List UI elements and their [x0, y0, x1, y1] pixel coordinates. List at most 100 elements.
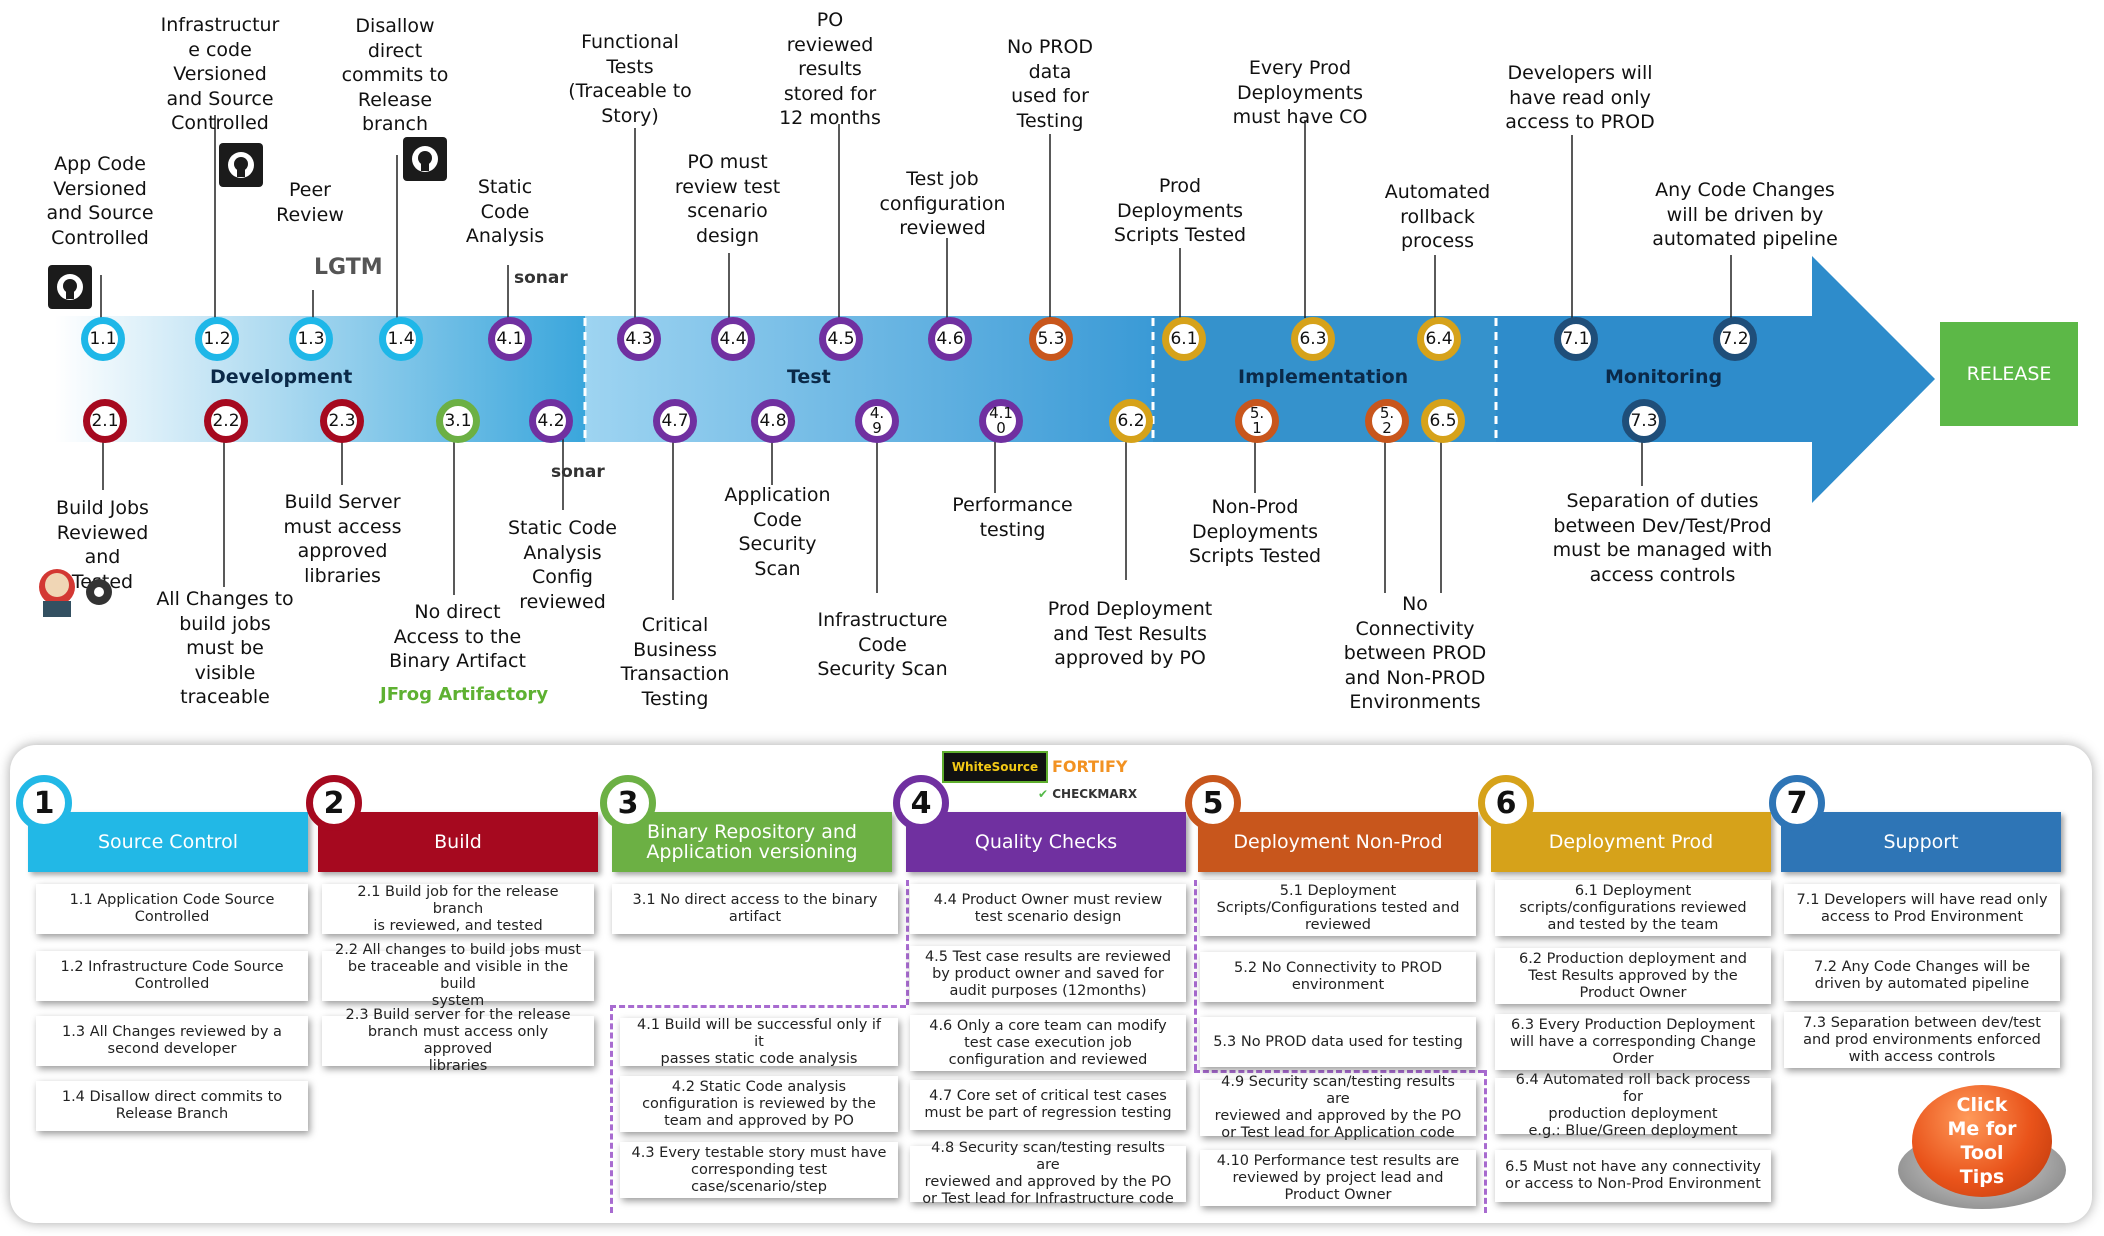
github-icon — [403, 137, 447, 181]
node-7-2[interactable]: 7.2 — [1713, 317, 1757, 361]
card-1-2: 1.2 Infrastructure Code Source Controlle… — [36, 951, 308, 1001]
node-6-2[interactable]: 6.2 — [1109, 399, 1153, 443]
category-badge-1: 1 — [16, 775, 72, 831]
node-3-1[interactable]: 3.1 — [436, 399, 480, 443]
category-support[interactable]: Support — [1781, 812, 2061, 872]
tool-tips-button-label[interactable]: Click Me for Tool Tips — [1912, 1085, 2052, 1197]
annotation-7-1: Developers will have read only access to… — [1505, 62, 1655, 133]
card-2-2: 2.2 All changes to build jobs must be tr… — [322, 942, 594, 1009]
category-badge-4: 4 — [893, 775, 949, 831]
node-4-1[interactable]: 4.1 — [488, 317, 532, 361]
card-4-7: 4.7 Core set of critical test cases must… — [910, 1080, 1186, 1130]
node-1-2[interactable]: 1.2 — [195, 317, 239, 361]
node-2-1[interactable]: 2.1 — [83, 399, 127, 443]
annotation-4-9: Infrastructure Code Security Scan — [817, 609, 948, 680]
fortify-logo: FORTIFY — [1052, 757, 1128, 776]
annotation-1-4: Disallow direct commits to Release branc… — [341, 15, 449, 135]
node-4-10[interactable]: 4.1 0 — [979, 399, 1023, 443]
lane-implementation: Implementation — [1238, 366, 1409, 388]
node-2-3[interactable]: 2.3 — [320, 399, 364, 443]
card-2-1: 2.1 Build job for the release branch is … — [322, 884, 594, 934]
card-4-10: 4.10 Performance test results are review… — [1200, 1150, 1476, 1206]
card-6-4: 6.4 Automated roll back process for prod… — [1495, 1072, 1771, 1139]
node-5-3[interactable]: 5.3 — [1029, 317, 1073, 361]
sonar-logo: sonar — [551, 462, 605, 482]
annotation-4-10: Performance testing — [952, 494, 1073, 541]
node-7-3[interactable]: 7.3 — [1622, 399, 1666, 443]
category-source-control[interactable]: Source Control — [28, 812, 308, 872]
lane-monitoring: Monitoring — [1605, 366, 1723, 388]
category-badge-5: 5 — [1185, 775, 1241, 831]
sonar-logo: sonar — [514, 268, 568, 288]
annotation-4-6: Test job configuration reviewed — [879, 168, 1006, 239]
node-4-4[interactable]: 4.4 — [711, 317, 755, 361]
node-4-6[interactable]: 4.6 — [928, 317, 972, 361]
node-7-1[interactable]: 7.1 — [1554, 317, 1598, 361]
annotation-1-1: App Code Versioned and Source Controlled — [46, 153, 154, 249]
jfrog-logo: JFrog Artifactory — [380, 684, 549, 705]
category-quality-checks[interactable]: Quality Checks — [906, 812, 1186, 872]
annotation-1-2: Infrastructur e code Versioned and Sourc… — [160, 14, 280, 134]
node-5-1[interactable]: 5. 1 — [1235, 399, 1279, 443]
category-binary-repository[interactable]: Binary Repository and Application versio… — [612, 812, 892, 872]
card-7-3: 7.3 Separation between dev/test and prod… — [1784, 1012, 2060, 1068]
annotation-3-1: No direct Access to the Binary Artifact — [389, 601, 526, 672]
card-5-2: 5.2 No Connectivity to PROD environment — [1200, 952, 1476, 1002]
node-6-1[interactable]: 6.1 — [1162, 317, 1206, 361]
annotation-5-3: No PROD data used for Testing — [1006, 36, 1094, 132]
node-1-3[interactable]: 1.3 — [289, 317, 333, 361]
node-4-5[interactable]: 4.5 — [819, 317, 863, 361]
lane-test: Test — [787, 366, 831, 388]
card-1-4: 1.4 Disallow direct commits to Release B… — [36, 1081, 308, 1131]
github-icon — [48, 265, 92, 309]
node-4-2[interactable]: 4.2 — [529, 399, 573, 443]
category-build[interactable]: Build — [318, 812, 598, 872]
card-7-2: 7.2 Any Code Changes will be driven by a… — [1784, 951, 2060, 1001]
category-badge-6: 6 — [1478, 775, 1534, 831]
node-1-1[interactable]: 1.1 — [81, 317, 125, 361]
node-5-2[interactable]: 5. 2 — [1365, 399, 1409, 443]
annotation-6-4: Automated rollback process — [1384, 181, 1491, 252]
node-2-2[interactable]: 2.2 — [204, 399, 248, 443]
card-4-4: 4.4 Product Owner must review test scena… — [910, 884, 1186, 934]
category-badge-3: 3 — [600, 775, 656, 831]
annotation-6-3: Every Prod Deployments must have CO — [1232, 57, 1368, 128]
card-4-8: 4.8 Security scan/testing results are re… — [910, 1140, 1186, 1207]
tool-tips-button[interactable]: Click Me for Tool Tips — [1898, 1085, 2066, 1217]
node-1-4[interactable]: 1.4 — [379, 317, 423, 361]
node-4-7[interactable]: 4.7 — [653, 399, 697, 443]
annotation-4-7: Critical Business Transaction Testing — [620, 614, 730, 710]
annotation-7-2: Any Code Changes will be driven by autom… — [1652, 179, 1838, 250]
monitoring-segment — [1496, 256, 1935, 503]
category-deployment-prod[interactable]: Deployment Prod — [1491, 812, 1771, 872]
card-6-1: 6.1 Deployment scripts/configurations re… — [1495, 880, 1771, 936]
node-4-9[interactable]: 4. 9 — [855, 399, 899, 443]
github-icon — [219, 143, 263, 187]
card-7-1: 7.1 Developers will have read only acces… — [1784, 884, 2060, 934]
release-box: RELEASE — [1940, 322, 2078, 426]
annotation-4-5: PO reviewed results stored for 12 months — [779, 9, 881, 129]
card-4-6: 4.6 Only a core team can modify test cas… — [910, 1015, 1186, 1071]
annotation-4-8: Application Code Security Scan — [724, 484, 831, 580]
annotation-4-4: PO must review test scenario design — [674, 151, 781, 247]
lgtm-logo: LGTM — [314, 255, 383, 280]
card-3-1: 3.1 No direct access to the binary artif… — [612, 884, 898, 934]
node-4-8[interactable]: 4.8 — [751, 399, 795, 443]
card-1-1: 1.1 Application Code Source Controlled — [36, 884, 308, 934]
card-4-1: 4.1 Build will be successful only if it … — [620, 1017, 898, 1067]
annotation-7-3: Separation of duties between Dev/Test/Pr… — [1552, 490, 1773, 586]
node-6-5[interactable]: 6.5 — [1421, 399, 1465, 443]
annotation-5-1: Non-Prod Deployments Scripts Tested — [1188, 496, 1322, 567]
category-deployment-non-prod[interactable]: Deployment Non-Prod — [1198, 812, 1478, 872]
node-6-3[interactable]: 6.3 — [1291, 317, 1335, 361]
card-6-2: 6.2 Production deployment and Test Resul… — [1495, 948, 1771, 1004]
category-badge-7: 7 — [1769, 775, 1825, 831]
annotation-6-1: Prod Deployments Scripts Tested — [1113, 175, 1247, 246]
jenkins-icon — [39, 569, 112, 617]
node-4-3[interactable]: 4.3 — [617, 317, 661, 361]
node-6-4[interactable]: 6.4 — [1417, 317, 1461, 361]
card-5-3: 5.3 No PROD data used for testing — [1200, 1017, 1476, 1067]
card-5-1: 5.1 Deployment Scripts/Configurations te… — [1200, 880, 1476, 936]
annotation-6-2: Prod Deployment and Test Results approve… — [1047, 598, 1213, 669]
